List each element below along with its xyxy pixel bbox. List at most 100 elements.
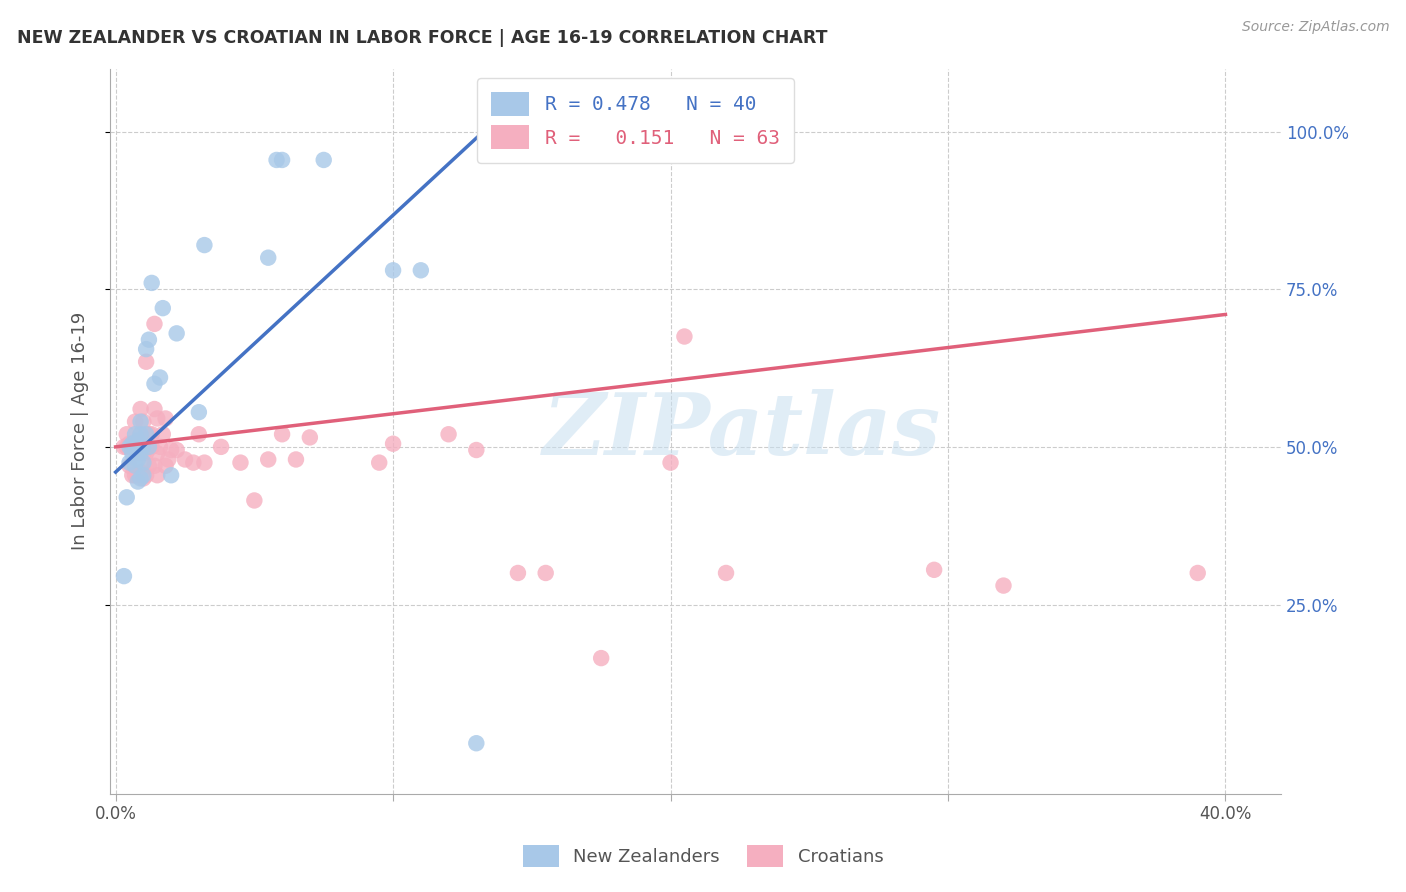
- Point: [138, 440, 160, 454]
- Point: [257, 251, 280, 265]
- Point: [112, 569, 135, 583]
- Point: [132, 456, 155, 470]
- Point: [132, 440, 155, 454]
- Point: [243, 493, 266, 508]
- Point: [149, 370, 172, 384]
- Point: [714, 566, 737, 580]
- Point: [143, 402, 166, 417]
- Point: [409, 263, 432, 277]
- Point: [166, 443, 188, 458]
- Point: [143, 458, 166, 473]
- Point: [138, 333, 160, 347]
- Point: [146, 446, 169, 460]
- Point: [138, 427, 160, 442]
- Point: [129, 427, 152, 442]
- Point: [124, 440, 146, 454]
- Point: [465, 736, 488, 750]
- Point: [298, 430, 321, 444]
- Point: [132, 471, 155, 485]
- Point: [368, 456, 391, 470]
- Point: [141, 427, 163, 442]
- Point: [112, 440, 135, 454]
- Point: [193, 456, 215, 470]
- Point: [124, 415, 146, 429]
- Point: [146, 411, 169, 425]
- Point: [132, 446, 155, 460]
- Point: [146, 468, 169, 483]
- Point: [141, 440, 163, 454]
- Point: [129, 446, 152, 460]
- Point: [127, 475, 149, 489]
- Point: [121, 440, 143, 454]
- Point: [922, 563, 945, 577]
- Point: [155, 411, 177, 425]
- Point: [659, 456, 682, 470]
- Point: [135, 355, 157, 369]
- Point: [181, 456, 204, 470]
- Point: [124, 440, 146, 454]
- Point: [129, 415, 152, 429]
- Point: [465, 443, 488, 458]
- Point: [124, 440, 146, 454]
- Point: [271, 427, 294, 442]
- Point: [143, 376, 166, 391]
- Point: [209, 440, 232, 454]
- Text: NEW ZEALANDER VS CROATIAN IN LABOR FORCE | AGE 16-19 CORRELATION CHART: NEW ZEALANDER VS CROATIAN IN LABOR FORCE…: [17, 29, 827, 46]
- Point: [152, 427, 174, 442]
- Point: [266, 153, 288, 167]
- Point: [157, 452, 180, 467]
- Point: [174, 452, 197, 467]
- Point: [127, 452, 149, 467]
- Point: [121, 468, 143, 483]
- Point: [382, 436, 405, 450]
- Point: [127, 434, 149, 448]
- Point: [135, 342, 157, 356]
- Point: [129, 402, 152, 417]
- Point: [155, 458, 177, 473]
- Point: [141, 276, 163, 290]
- Point: [271, 153, 294, 167]
- Point: [127, 446, 149, 460]
- Point: [143, 317, 166, 331]
- Point: [124, 427, 146, 442]
- Point: [285, 452, 308, 467]
- Point: [257, 452, 280, 467]
- Point: [118, 436, 141, 450]
- Point: [115, 427, 138, 442]
- Point: [118, 458, 141, 473]
- Point: [166, 326, 188, 341]
- Point: [534, 566, 557, 580]
- Point: [591, 651, 613, 665]
- Point: [135, 468, 157, 483]
- Point: [129, 427, 152, 442]
- Point: [152, 301, 174, 315]
- Text: ZIPatlas: ZIPatlas: [543, 389, 942, 473]
- Point: [127, 468, 149, 483]
- Point: [149, 440, 172, 454]
- Point: [135, 427, 157, 442]
- Point: [115, 491, 138, 505]
- Point: [160, 468, 183, 483]
- Point: [121, 436, 143, 450]
- Point: [124, 458, 146, 473]
- Point: [993, 578, 1015, 592]
- Point: [187, 405, 209, 419]
- Point: [160, 443, 183, 458]
- Point: [129, 465, 152, 479]
- Point: [193, 238, 215, 252]
- Point: [382, 263, 405, 277]
- Point: [187, 427, 209, 442]
- Point: [121, 440, 143, 454]
- Point: [229, 456, 252, 470]
- Point: [118, 456, 141, 470]
- Point: [437, 427, 460, 442]
- Legend: R = 0.478   N = 40, R =   0.151   N = 63: R = 0.478 N = 40, R = 0.151 N = 63: [477, 78, 793, 162]
- Point: [132, 415, 155, 429]
- Point: [673, 329, 696, 343]
- Point: [506, 566, 529, 580]
- Point: [132, 468, 155, 483]
- Point: [1187, 566, 1209, 580]
- Point: [312, 153, 335, 167]
- Point: [124, 468, 146, 483]
- Text: Source: ZipAtlas.com: Source: ZipAtlas.com: [1241, 20, 1389, 34]
